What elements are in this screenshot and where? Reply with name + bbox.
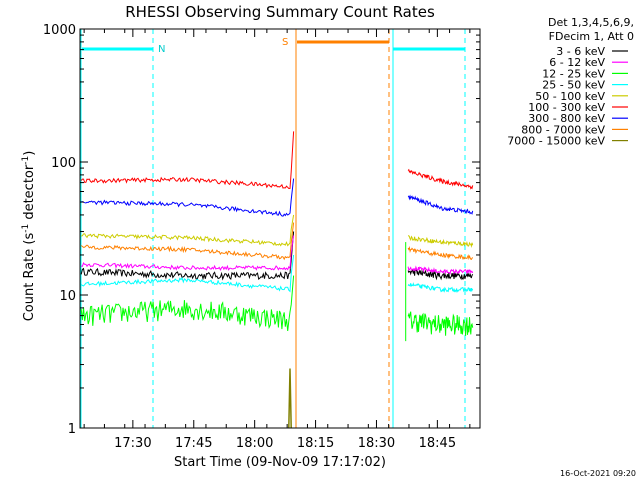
y-tick-label: 10	[59, 289, 76, 304]
series-line-post-4	[407, 235, 474, 248]
y-tick-label: 1	[68, 422, 76, 437]
series-line-post-5	[407, 168, 474, 190]
legend-label: 300 - 800 keV	[528, 112, 605, 125]
series-line-post-0	[407, 268, 474, 281]
series-line-pre-2	[80, 275, 295, 331]
series-line-pre-1	[81, 235, 295, 272]
legend-label: 800 - 7000 keV	[521, 123, 605, 136]
legend-label: 100 - 300 keV	[528, 101, 605, 114]
legend-label: 7000 - 15000 keV	[507, 135, 605, 148]
series-line-post-3	[407, 282, 474, 293]
x-tick-label: 18:45	[419, 436, 456, 451]
y-axis-label: Count Rate (s-1 detector-1)	[21, 151, 37, 322]
series-line-post-1	[407, 265, 474, 276]
series-line-olive	[288, 368, 292, 429]
legend-label: 3 - 6 keV	[556, 45, 605, 58]
x-tick-label: 18:15	[297, 436, 334, 451]
series-line-pre-5	[80, 131, 295, 190]
x-axis-label: Start Time (09-Nov-09 17:17:02)	[174, 455, 386, 470]
saa-label: S	[282, 37, 288, 48]
series-line-post-7	[407, 245, 474, 261]
legend: Det 1,3,4,5,6,9, FDecim 1, Att 0 3 - 6 k…	[507, 16, 634, 148]
legend-label: 12 - 25 keV	[542, 67, 605, 80]
x-tick-label: 18:00	[236, 436, 273, 451]
x-tick-label: 17:30	[114, 436, 151, 451]
night-label: N	[158, 44, 165, 55]
legend-label: 6 - 12 keV	[549, 56, 605, 69]
plot-area: N S 1 10 100 1000 17:30 17:45 18:00 18:15 18:30 18:…	[43, 23, 481, 451]
series-line-pre-4	[81, 214, 295, 247]
x-tick-label: 18:30	[358, 436, 395, 451]
x-tick-label: 17:45	[175, 436, 212, 451]
footer-timestamp: 16-Oct-2021 09:20	[560, 469, 636, 478]
series-line-pre-3	[80, 254, 295, 293]
legend-header-detectors: Det 1,3,4,5,6,9,	[548, 16, 634, 29]
legend-header-decim: FDecim 1, Att 0	[549, 30, 634, 43]
series-line-pre-7	[80, 222, 295, 261]
y-tick-label: 100	[51, 156, 76, 171]
legend-label: 50 - 100 keV	[535, 90, 605, 103]
series-line-post-2	[407, 311, 474, 336]
series-line-pre-0	[80, 231, 295, 281]
series-line-pre-6	[81, 178, 295, 217]
plot-frame	[79, 28, 481, 429]
legend-label: 25 - 50 keV	[542, 79, 605, 92]
series-line-post-6	[407, 194, 474, 215]
chart-title: RHESSI Observing Summary Count Rates	[125, 3, 435, 21]
y-tick-label: 1000	[43, 23, 76, 38]
